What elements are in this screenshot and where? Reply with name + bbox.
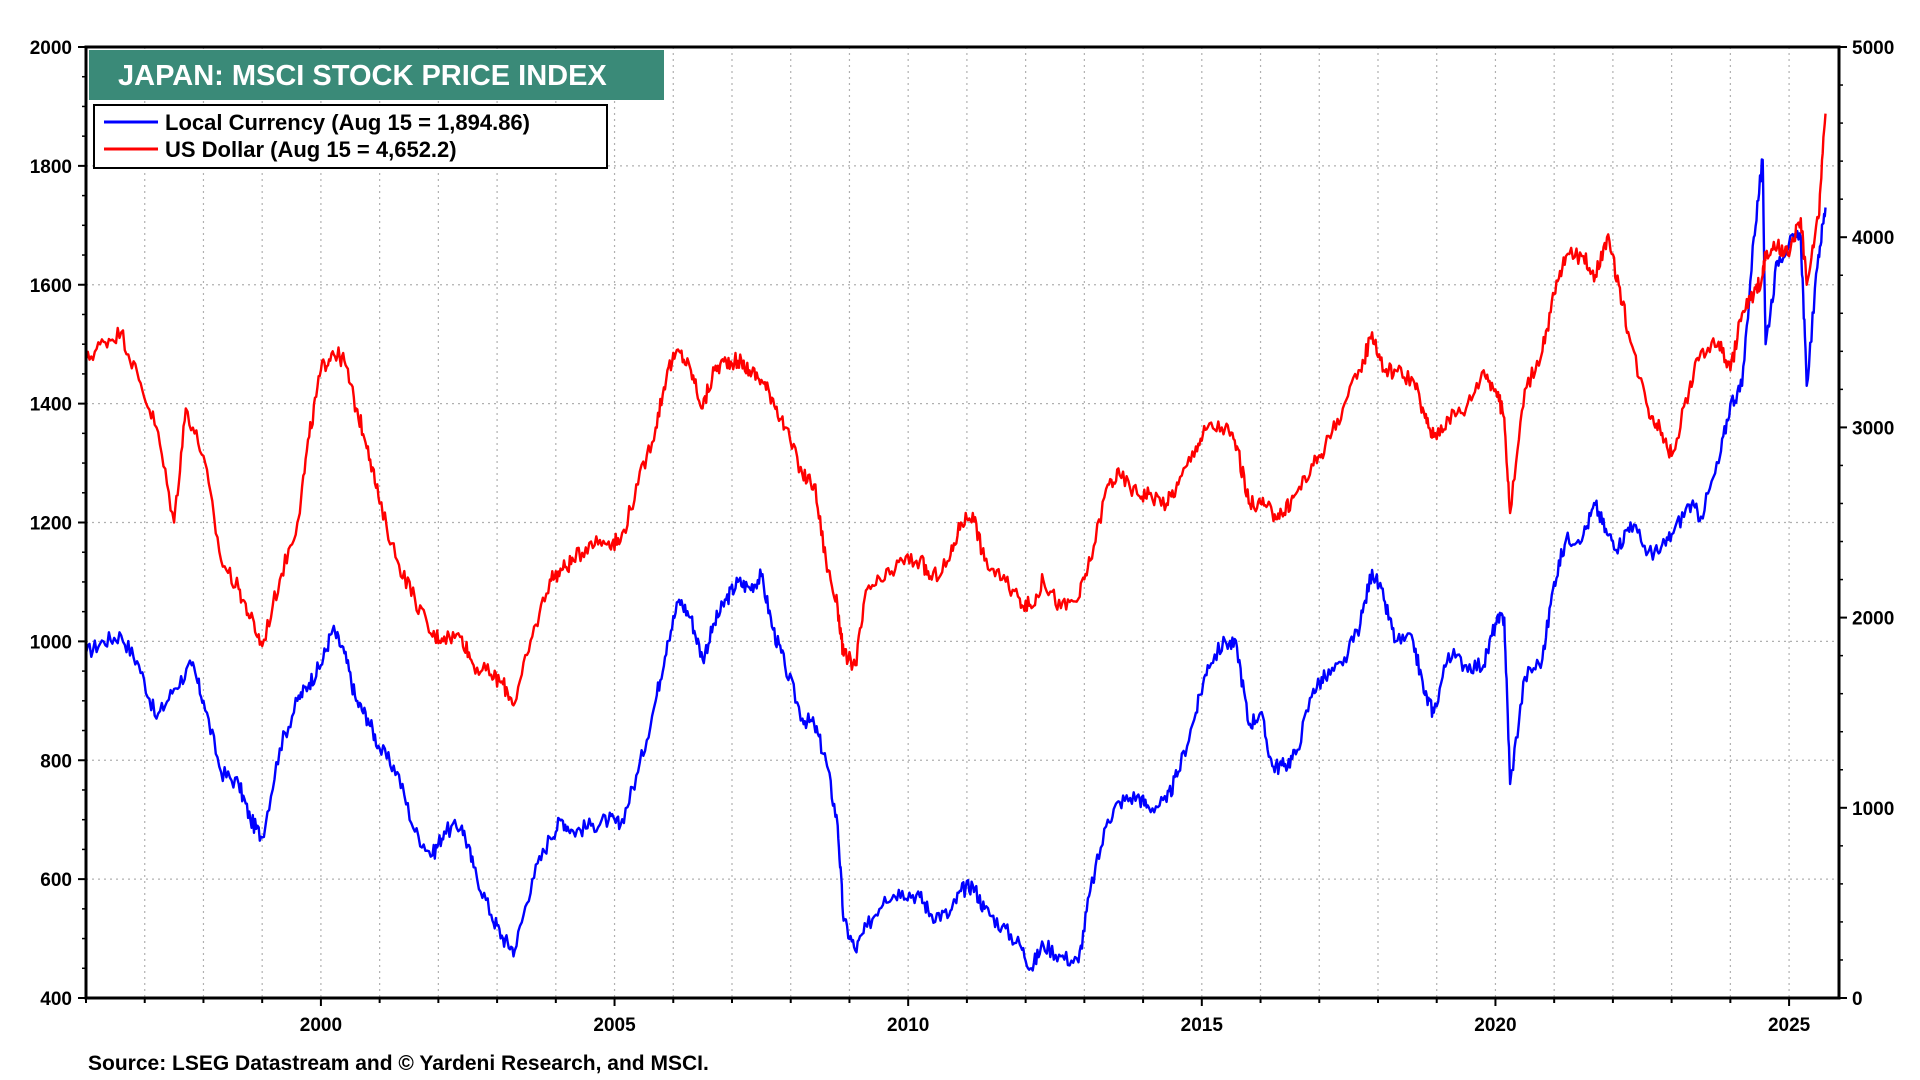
y-right-tick-label: 2000 — [1852, 609, 1894, 630]
y-right-tick-label: 4000 — [1852, 228, 1894, 249]
y-left-tick-label: 1000 — [30, 632, 72, 653]
gridlines — [86, 47, 1839, 998]
y-right-tick-label: 5000 — [1852, 38, 1894, 59]
y-left-tick-label: 1800 — [30, 157, 72, 178]
y-left-tick-label: 400 — [40, 989, 72, 1010]
legend: Local Currency (Aug 15 = 1,894.86) US Do… — [93, 104, 608, 169]
axis-layer: 400 600 800 1000 1200 1400 1600 1800 2000 0 1000 20… — [30, 38, 1895, 1036]
source-note: Source: LSEG Datastream and © Yardeni Re… — [88, 1052, 709, 1075]
x-tick-label: 2020 — [1474, 1015, 1516, 1036]
legend-frame — [93, 104, 608, 169]
y-right-tick-label: 0 — [1852, 989, 1863, 1010]
title-box: JAPAN: MSCI STOCK PRICE INDEX — [89, 50, 664, 100]
x-tick-label: 2000 — [300, 1015, 342, 1036]
x-tick-label: 2025 — [1768, 1015, 1811, 1036]
x-tick-label: 2015 — [1181, 1015, 1224, 1036]
y-left-tick-label: 1600 — [30, 276, 72, 297]
y-right-tick-label: 3000 — [1852, 418, 1894, 439]
title-background — [89, 50, 664, 100]
y-left-tick-label: 2000 — [30, 38, 72, 59]
y-left-tick-label: 800 — [40, 751, 72, 772]
y-left-tick-label: 600 — [40, 870, 72, 891]
series-line-us-dollar — [84, 113, 1827, 707]
x-tick-label: 2010 — [887, 1015, 929, 1036]
x-tick-label: 2005 — [593, 1015, 636, 1036]
series-line-local-currency — [84, 158, 1827, 972]
y-left-tick-label: 1400 — [30, 395, 72, 416]
chart-title: JAPAN: MSCI STOCK PRICE INDEX — [118, 60, 607, 92]
legend-entry-local: Local Currency (Aug 15 = 1,894.86) — [165, 110, 530, 135]
series-layer — [84, 113, 1827, 972]
y-left-tick-label: 1200 — [30, 514, 72, 535]
legend-entry-usd: US Dollar (Aug 15 = 4,652.2) — [165, 137, 457, 162]
y-right-tick-label: 1000 — [1852, 799, 1894, 820]
